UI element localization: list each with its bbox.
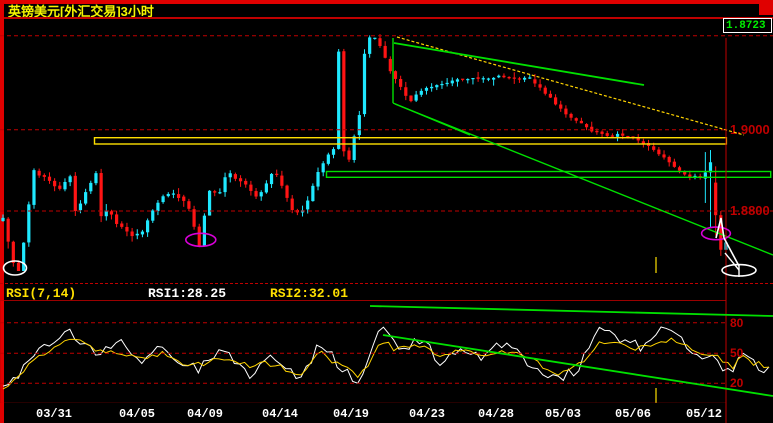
svg-text:1.9000: 1.9000 <box>730 122 770 137</box>
svg-text:80: 80 <box>730 316 744 330</box>
svg-text:1.8800: 1.8800 <box>730 203 770 218</box>
svg-text:50: 50 <box>730 346 744 360</box>
svg-text:20: 20 <box>730 376 744 390</box>
